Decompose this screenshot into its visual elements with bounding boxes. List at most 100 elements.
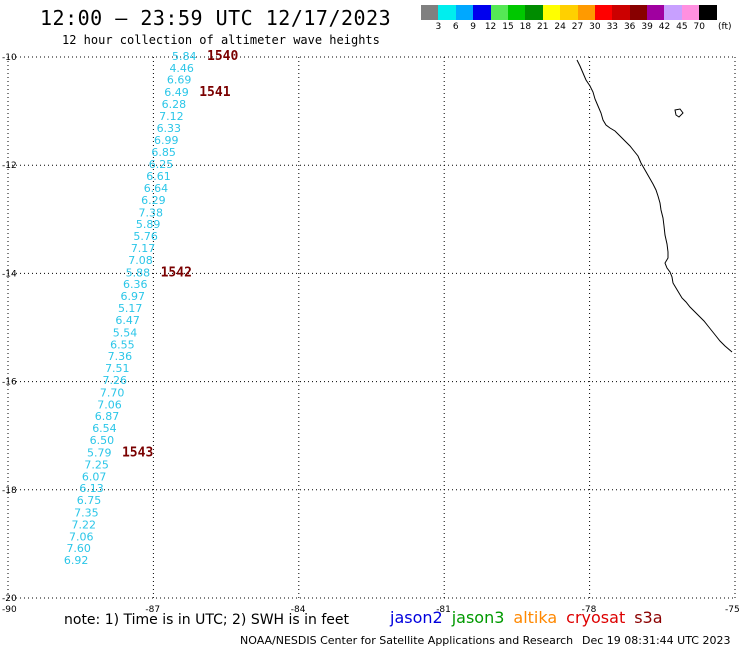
wave-height-value: 5.79 xyxy=(87,446,112,459)
latitude-label: -12 xyxy=(2,161,17,171)
wave-height-value: 6.69 xyxy=(167,74,192,87)
wave-height-value: 6.87 xyxy=(95,410,120,423)
wave-height-value: 7.36 xyxy=(108,350,132,363)
wave-height-value: 6.13 xyxy=(79,482,104,495)
pass-number-label: 1542 xyxy=(161,265,192,280)
wave-height-value: 6.07 xyxy=(82,470,107,483)
colorbar-swatch xyxy=(421,5,439,20)
colorbar-swatch xyxy=(577,5,595,20)
longitude-label: -81 xyxy=(436,605,451,615)
colorbar-tick-label: 27 xyxy=(571,22,584,32)
wave-height-value: 5.84 xyxy=(172,50,197,63)
wave-height-value: 6.54 xyxy=(92,422,117,435)
satellite-legend-item: jason2 xyxy=(390,608,443,627)
satellite-legend-item: jason3 xyxy=(451,608,505,627)
satellite-legend-item: s3a xyxy=(634,608,663,627)
wave-height-value: 6.75 xyxy=(77,494,102,507)
colorbar-swatch xyxy=(594,5,613,20)
longitude-label: -84 xyxy=(291,605,306,615)
coastline xyxy=(576,59,733,353)
wave-height-value: 7.08 xyxy=(128,254,153,267)
credit-line: NOAA/NESDIS Center for Satellite Applica… xyxy=(240,634,574,647)
island-outline xyxy=(674,108,684,118)
colorbar-swatch xyxy=(629,5,648,20)
colorbar-swatch xyxy=(438,5,456,20)
wave-height-value: 6.99 xyxy=(154,134,179,147)
wave-height-value: 6.85 xyxy=(151,146,176,159)
map-subtitle: 12 hour collection of altimeter wave hei… xyxy=(62,33,380,47)
wave-height-value: 5.89 xyxy=(136,218,161,231)
wave-height-value: 6.29 xyxy=(141,194,166,207)
axis-labels: -10 -12 -14 -16 -18 -20-90 -87 -84 -81 -78 -75 xyxy=(2,53,740,615)
wave-height-value: 7.17 xyxy=(131,242,156,255)
wave-height-value: 7.70 xyxy=(100,386,125,399)
wave-height-value: 7.06 xyxy=(69,530,94,543)
generation-timestamp: Dec 19 08:31:44 UTC 2023 xyxy=(582,634,731,647)
wave-height-value: 5.76 xyxy=(133,230,158,243)
colorbar-tick-label: 6 xyxy=(452,22,459,32)
colorbar-swatch xyxy=(612,5,630,20)
wave-height-value: 7.51 xyxy=(105,362,129,375)
wave-height-value: 7.06 xyxy=(97,398,122,411)
colorbar-tick-label: 30 xyxy=(589,22,601,32)
colorbar-unit: (ft) xyxy=(718,22,732,32)
colorbar-tick-label: 18 xyxy=(519,22,532,32)
pass-number-label: 1541 xyxy=(199,85,230,100)
wave-height-value: 7.22 xyxy=(72,518,97,531)
colorbar-swatch xyxy=(647,5,665,20)
footnote: note: 1) Time is in UTC; 2) SWH is in fe… xyxy=(64,612,350,628)
altimeter-track: 5.844.466.696.496.287.126.336.996.856.25… xyxy=(64,49,239,567)
colorbar-tick-label: 39 xyxy=(641,22,653,32)
wave-height-value: 6.50 xyxy=(90,434,115,447)
longitude-label: -75 xyxy=(725,605,740,615)
colorbar-tick-labels: 3 6 9 12 15 18 21 24 27 30 33 36 39 42 45 70 xyxy=(421,22,708,32)
latitude-label: -20 xyxy=(2,594,17,604)
wave-height-value: 7.26 xyxy=(103,374,128,387)
wave-height-value: 7.35 xyxy=(74,507,99,520)
colorbar-swatch xyxy=(490,5,508,20)
colorbar-swatch xyxy=(525,5,543,20)
wave-height-value: 6.92 xyxy=(64,554,89,567)
map-title: 12:00 — 23:59 UTC 12/17/2023 xyxy=(40,6,392,30)
colorbar-swatch xyxy=(473,5,491,20)
latitude-label: -18 xyxy=(2,486,17,496)
wave-height-value: 6.55 xyxy=(110,338,135,351)
wave-height-value: 7.12 xyxy=(159,110,184,123)
wave-height-value: 5.88 xyxy=(126,266,151,279)
colorbar-tick-label: 3 xyxy=(435,22,442,32)
colorbar-swatch xyxy=(455,5,474,20)
wave-height-value: 6.64 xyxy=(144,182,169,195)
colorbar-tick-label: 24 xyxy=(554,22,566,32)
satellite-legend-item: cryosat xyxy=(566,608,626,627)
colorbar-swatch xyxy=(699,5,717,20)
latitude-label: -16 xyxy=(2,378,17,388)
wave-height-value: 7.25 xyxy=(84,458,109,471)
colorbar-tick-label: 12 xyxy=(484,22,497,32)
wave-height-value: 6.33 xyxy=(157,122,182,135)
colorbar-swatch xyxy=(507,5,526,20)
wave-height-value: 6.28 xyxy=(162,98,187,111)
satellite-legend: jason2 jason3 altika cryosat s3a xyxy=(390,608,672,627)
pass-number-label: 1540 xyxy=(207,49,238,64)
wave-height-value: 7.60 xyxy=(66,542,91,555)
colorbar-swatch xyxy=(542,5,561,20)
colorbar-tick-label: 21 xyxy=(537,22,549,32)
longitude-label: -87 xyxy=(145,605,160,615)
colorbar-tick-label: 15 xyxy=(502,22,514,32)
wave-height-value: 5.17 xyxy=(118,302,143,315)
latitude-label: -14 xyxy=(2,269,17,279)
peru-coastline xyxy=(576,59,733,353)
longitude-label: -90 xyxy=(2,605,17,615)
wave-height-value: 6.97 xyxy=(120,290,145,303)
wave-height-value: 5.54 xyxy=(113,326,138,339)
colorbar-swatch xyxy=(560,5,578,20)
wave-height-value: 7.38 xyxy=(138,206,163,219)
wave-height-value: 6.49 xyxy=(164,86,189,99)
wave-height-value: 6.47 xyxy=(115,314,140,327)
wave-height-value: 6.25 xyxy=(149,158,174,171)
colorbar-tick-label: 33 xyxy=(606,22,619,32)
colorbar-tick-label: 70 xyxy=(693,22,705,32)
longitude-label: -78 xyxy=(582,605,597,615)
